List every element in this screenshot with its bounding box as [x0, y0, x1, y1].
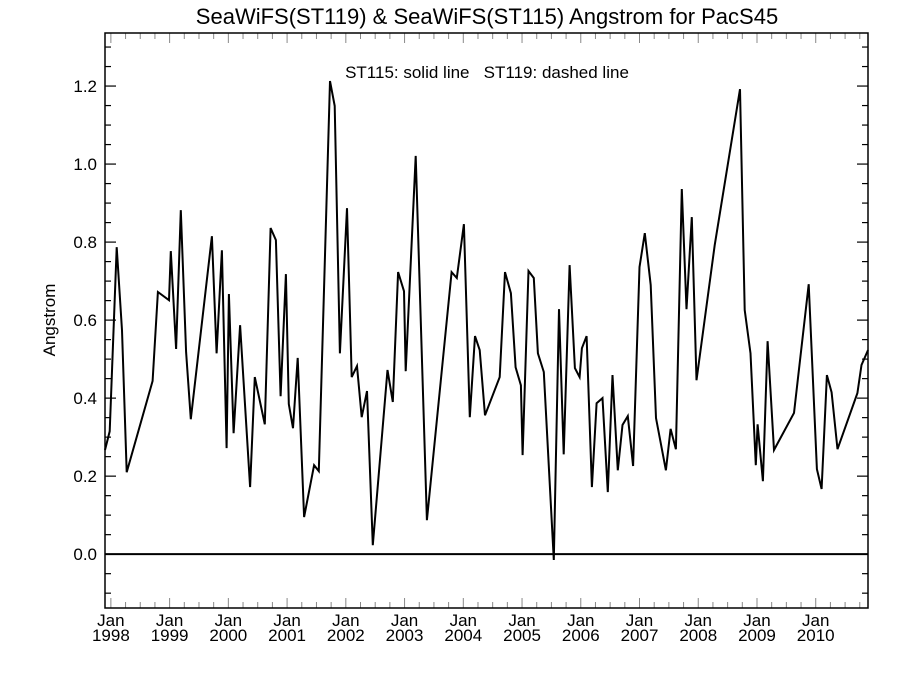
x-tick-label-month: Jan: [743, 611, 770, 630]
axis-ticks: [105, 33, 868, 608]
y-tick-label: 0.6: [73, 311, 97, 330]
x-tick-label-month: Jan: [215, 611, 242, 630]
x-tick-label-month: Jan: [450, 611, 477, 630]
y-tick-label: 0.2: [73, 467, 97, 486]
x-tick-label-year: 2009: [738, 626, 776, 645]
x-tick-label-year: 2004: [444, 626, 482, 645]
x-tick-label-month: Jan: [97, 611, 124, 630]
y-axis-label: Angstrom: [40, 284, 59, 357]
x-tick-label-year: 2001: [268, 626, 306, 645]
y-tick-label: 0.0: [73, 545, 97, 564]
line-style-annotation: ST115: solid line ST119: dashed line: [345, 63, 629, 82]
x-tick-label-year: 2007: [621, 626, 659, 645]
x-tick-label-month: Jan: [802, 611, 829, 630]
y-tick-label: 0.8: [73, 233, 97, 252]
x-tick-label-year: 2006: [562, 626, 600, 645]
y-tick-label: 1.2: [73, 77, 97, 96]
y-tick-label: 0.4: [73, 389, 97, 408]
x-tick-label-year: 2000: [209, 626, 247, 645]
x-tick-labels: Jan1998Jan1999Jan2000Jan2001Jan2002Jan20…: [92, 611, 835, 645]
series-line-st115: [104, 80, 869, 561]
plot-frame: [104, 32, 869, 609]
y-tick-label: 1.0: [73, 155, 97, 174]
x-tick-label-month: Jan: [508, 611, 535, 630]
x-tick-label-year: 2010: [797, 626, 835, 645]
x-tick-label-month: Jan: [156, 611, 183, 630]
x-tick-label-year: 2003: [386, 626, 424, 645]
x-tick-label-month: Jan: [567, 611, 594, 630]
data-points: [105, 81, 868, 560]
x-tick-label-month: Jan: [391, 611, 418, 630]
x-tick-label-year: 1999: [151, 626, 189, 645]
y-tick-labels: 0.0 0.2 0.4 0.6 0.8 1.0 1.2: [73, 77, 97, 564]
x-tick-label-year: 2008: [679, 626, 717, 645]
x-tick-label-month: Jan: [626, 611, 653, 630]
x-tick-label-month: Jan: [685, 611, 712, 630]
x-tick-label-year: 2005: [503, 626, 541, 645]
chart-title: SeaWiFS(ST119) & SeaWiFS(ST115) Angstrom…: [196, 4, 778, 29]
x-tick-label-year: 1998: [92, 626, 130, 645]
x-tick-label-month: Jan: [332, 611, 359, 630]
x-tick-label-month: Jan: [273, 611, 300, 630]
x-tick-label-year: 2002: [327, 626, 365, 645]
